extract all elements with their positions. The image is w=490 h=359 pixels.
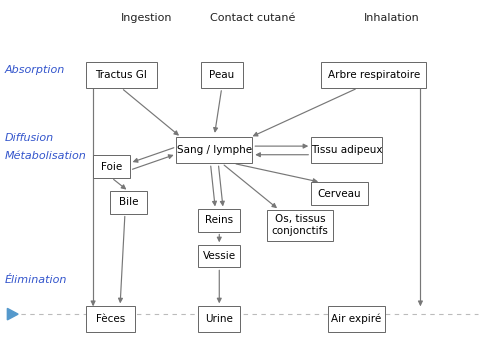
FancyBboxPatch shape bbox=[93, 155, 130, 178]
Text: Foie: Foie bbox=[101, 162, 122, 172]
FancyBboxPatch shape bbox=[86, 306, 135, 332]
Text: Urine: Urine bbox=[205, 314, 233, 324]
Text: Peau: Peau bbox=[209, 70, 234, 80]
Text: Absorption: Absorption bbox=[5, 65, 65, 75]
Polygon shape bbox=[7, 308, 18, 320]
FancyBboxPatch shape bbox=[321, 62, 426, 88]
Text: Contact cutané: Contact cutané bbox=[210, 13, 295, 23]
FancyBboxPatch shape bbox=[86, 62, 157, 88]
FancyBboxPatch shape bbox=[201, 62, 243, 88]
Text: Tissu adipeux: Tissu adipeux bbox=[311, 145, 382, 155]
Text: Tractus GI: Tractus GI bbox=[96, 70, 147, 80]
Text: Ingestion: Ingestion bbox=[121, 13, 173, 23]
Text: Os, tissus
conjonctifs: Os, tissus conjonctifs bbox=[271, 214, 329, 236]
Text: Bile: Bile bbox=[119, 197, 138, 208]
FancyBboxPatch shape bbox=[198, 245, 240, 267]
FancyBboxPatch shape bbox=[267, 210, 333, 241]
FancyBboxPatch shape bbox=[328, 306, 385, 332]
FancyBboxPatch shape bbox=[198, 209, 240, 232]
Text: Sang / lymphe: Sang / lymphe bbox=[177, 145, 252, 155]
Text: Vessie: Vessie bbox=[203, 251, 236, 261]
Text: Cerveau: Cerveau bbox=[318, 188, 361, 199]
Text: Air expiré: Air expiré bbox=[331, 314, 382, 325]
FancyBboxPatch shape bbox=[176, 137, 252, 163]
FancyBboxPatch shape bbox=[110, 191, 147, 214]
Text: Diffusion: Diffusion bbox=[5, 133, 54, 143]
FancyBboxPatch shape bbox=[311, 137, 382, 163]
Text: Métabolisation: Métabolisation bbox=[5, 151, 87, 161]
Text: Fèces: Fèces bbox=[96, 314, 125, 324]
Text: Inhalation: Inhalation bbox=[364, 13, 420, 23]
FancyBboxPatch shape bbox=[198, 306, 240, 332]
Text: Reins: Reins bbox=[205, 215, 233, 225]
FancyBboxPatch shape bbox=[311, 182, 368, 205]
Text: Élimination: Élimination bbox=[5, 275, 67, 285]
Text: Arbre respiratoire: Arbre respiratoire bbox=[327, 70, 420, 80]
